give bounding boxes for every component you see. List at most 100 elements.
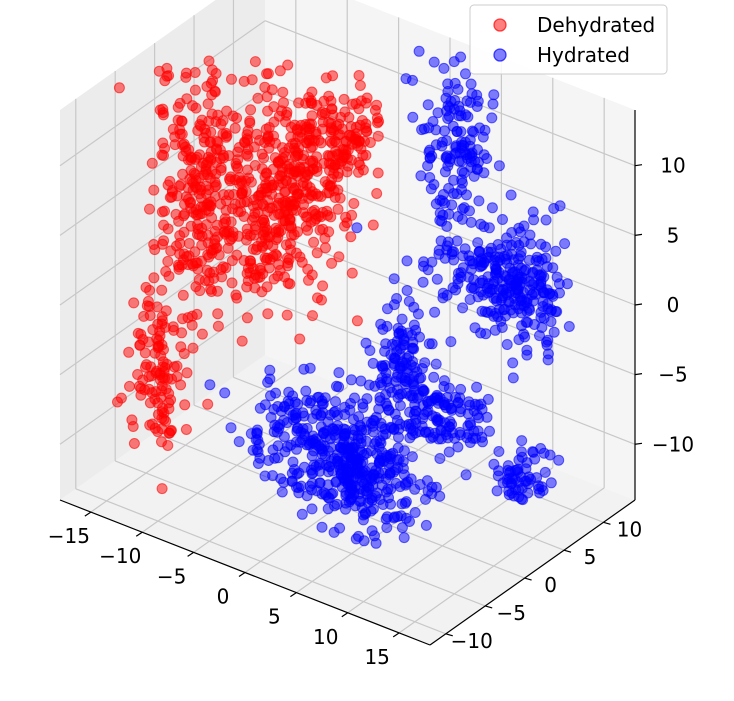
data-point-hydrated <box>331 498 343 510</box>
data-point-dehydrated <box>269 152 281 164</box>
z-tick-label: 0 <box>667 293 680 317</box>
data-point-hydrated <box>351 222 363 234</box>
data-point-dehydrated <box>329 192 341 203</box>
series-hydrated <box>204 45 575 549</box>
data-point-dehydrated <box>144 419 156 431</box>
data-point-dehydrated <box>205 77 217 89</box>
data-point-hydrated <box>422 99 434 111</box>
data-point-hydrated <box>515 262 527 274</box>
data-point-dehydrated <box>189 84 201 96</box>
data-point-dehydrated <box>148 184 160 196</box>
data-point-dehydrated <box>261 91 273 103</box>
data-point-dehydrated <box>274 65 286 77</box>
data-point-dehydrated <box>320 242 331 254</box>
data-point-dehydrated <box>202 398 214 410</box>
legend-box <box>469 4 668 75</box>
data-point-dehydrated <box>161 62 173 74</box>
data-point-hydrated <box>355 495 367 507</box>
data-point-hydrated <box>330 432 342 444</box>
grid-line-y <box>75 488 446 635</box>
data-point-dehydrated <box>142 295 154 307</box>
data-point-dehydrated <box>268 209 280 221</box>
data-point-dehydrated <box>126 414 138 426</box>
data-point-dehydrated <box>164 427 176 439</box>
data-point-dehydrated <box>262 105 274 117</box>
data-point-dehydrated <box>156 483 168 495</box>
data-point-dehydrated <box>305 95 317 107</box>
data-point-dehydrated <box>195 161 207 173</box>
data-point-hydrated <box>367 480 379 492</box>
x-tick-mark <box>84 511 92 517</box>
x-tick-mark <box>238 572 246 577</box>
data-point-hydrated <box>267 470 279 482</box>
data-point-hydrated <box>540 214 552 226</box>
data-point-hydrated <box>437 189 449 200</box>
data-point-hydrated <box>486 202 498 214</box>
data-point-dehydrated <box>288 160 300 172</box>
data-point-dehydrated <box>330 136 342 148</box>
data-point-hydrated <box>435 235 447 247</box>
data-point-hydrated <box>252 434 264 446</box>
data-point-hydrated <box>272 401 284 412</box>
data-point-dehydrated <box>231 160 243 172</box>
data-point-hydrated <box>517 494 529 506</box>
data-point-hydrated <box>454 147 466 159</box>
data-point-hydrated <box>413 373 425 384</box>
data-point-hydrated <box>369 530 380 542</box>
data-point-dehydrated <box>244 117 256 129</box>
data-point-dehydrated <box>309 204 320 216</box>
data-point-hydrated <box>427 431 439 443</box>
data-point-hydrated <box>462 111 474 123</box>
data-point-dehydrated <box>179 399 191 411</box>
data-point-hydrated <box>356 476 368 488</box>
data-point-dehydrated <box>259 232 271 244</box>
data-point-dehydrated <box>206 212 218 224</box>
data-point-dehydrated <box>263 262 275 274</box>
data-point-hydrated <box>349 392 360 404</box>
data-point-hydrated <box>535 281 547 293</box>
data-point-dehydrated <box>317 123 328 135</box>
data-point-hydrated <box>423 122 435 134</box>
data-point-hydrated <box>500 271 512 283</box>
data-point-hydrated <box>420 519 432 531</box>
data-point-dehydrated <box>196 222 208 234</box>
data-point-dehydrated <box>262 308 274 320</box>
data-point-hydrated <box>281 417 293 429</box>
data-point-hydrated <box>401 255 413 267</box>
data-point-hydrated <box>447 282 459 294</box>
data-point-dehydrated <box>113 82 125 94</box>
data-point-dehydrated <box>246 74 258 86</box>
data-point-dehydrated <box>205 126 217 138</box>
data-point-hydrated <box>510 275 522 287</box>
data-point-hydrated <box>423 338 435 350</box>
data-point-dehydrated <box>178 348 190 360</box>
data-point-hydrated <box>553 454 565 466</box>
data-point-hydrated <box>332 455 344 467</box>
data-point-hydrated <box>432 397 444 409</box>
data-point-hydrated <box>495 243 507 255</box>
data-point-hydrated <box>516 451 528 463</box>
data-point-dehydrated <box>187 342 199 354</box>
data-point-dehydrated <box>247 263 259 275</box>
data-point-hydrated <box>407 425 419 436</box>
y-tick-label: 5 <box>584 545 597 569</box>
data-point-dehydrated <box>324 180 336 192</box>
data-point-hydrated <box>431 273 443 285</box>
data-point-hydrated <box>528 214 540 226</box>
data-point-hydrated <box>375 452 387 464</box>
x-tick-label: −5 <box>157 564 186 588</box>
x-tick-label: −10 <box>99 544 141 568</box>
data-point-dehydrated <box>193 274 205 286</box>
data-point-hydrated <box>465 78 477 90</box>
data-point-dehydrated <box>367 219 379 231</box>
data-point-hydrated <box>458 202 470 214</box>
data-point-hydrated <box>286 475 298 487</box>
legend-marker-dehydrated <box>493 18 507 32</box>
x-tick-mark <box>135 531 143 537</box>
data-point-hydrated <box>435 424 447 436</box>
data-point-dehydrated <box>280 185 291 197</box>
data-point-hydrated <box>413 45 425 57</box>
data-point-dehydrated <box>278 97 289 109</box>
data-point-dehydrated <box>203 115 215 127</box>
